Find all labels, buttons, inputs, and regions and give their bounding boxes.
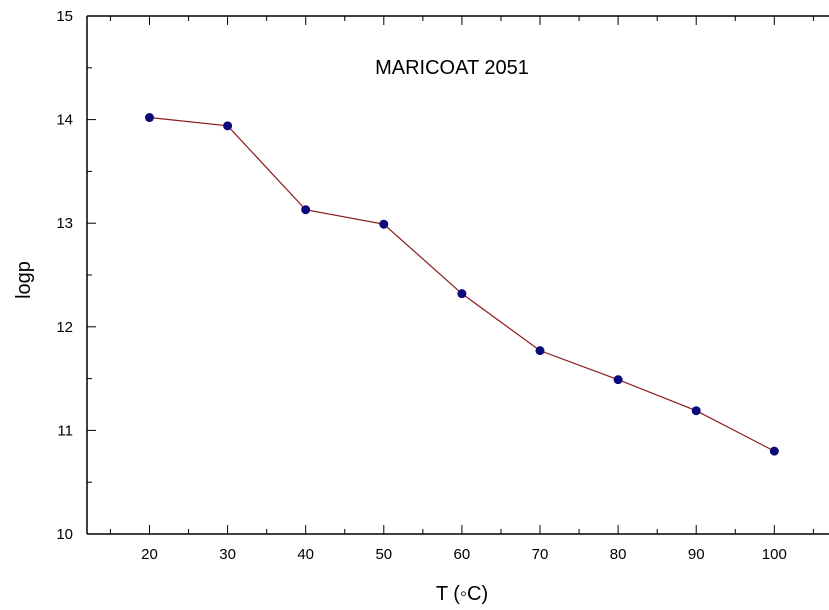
- y-tick-labels: 10 11 12 13 14 15: [56, 8, 73, 543]
- data-point: [691, 406, 701, 416]
- chart-annotation: MARICOAT 2051: [375, 57, 529, 79]
- plot-frame: [86, 15, 829, 535]
- axis-ticks: [87, 15, 814, 535]
- data-point: [144, 113, 154, 123]
- y-tick-label: 12: [56, 319, 73, 336]
- series-line: [149, 116, 775, 452]
- data-point: [535, 346, 545, 356]
- x-axis-title: T (◦C): [436, 583, 488, 605]
- y-tick-label: 11: [57, 422, 73, 439]
- data-point: [457, 289, 467, 299]
- y-axis-title: logp: [13, 261, 35, 299]
- series-group: [144, 113, 779, 456]
- y-tick-label: 15: [56, 8, 73, 25]
- x-tick-label: 90: [688, 546, 705, 563]
- y-tick-label: 14: [56, 112, 73, 129]
- y-tick-label: 10: [56, 526, 73, 543]
- x-tick-label: 60: [454, 546, 471, 563]
- x-tick-label: 40: [297, 546, 314, 563]
- x-tick-label: 70: [532, 546, 549, 563]
- data-point: [379, 219, 389, 229]
- x-tick-label: 50: [375, 546, 392, 563]
- data-point: [613, 375, 623, 385]
- data-point: [223, 121, 233, 131]
- y-tick-label: 13: [56, 215, 73, 232]
- x-tick-label: 20: [141, 546, 158, 563]
- x-tick-label: 30: [219, 546, 236, 563]
- data-point: [301, 205, 311, 215]
- x-tick-label: 100: [762, 546, 787, 563]
- data-point: [769, 446, 779, 456]
- x-tick-labels: 20 30 40 50 60 70 80 90 100: [141, 546, 787, 563]
- x-tick-label: 80: [610, 546, 627, 563]
